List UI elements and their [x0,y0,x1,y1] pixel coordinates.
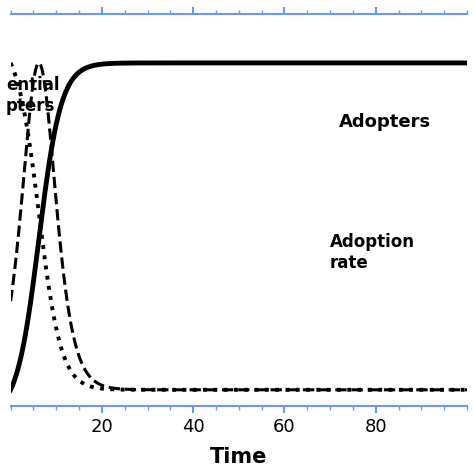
X-axis label: Time: Time [210,447,267,467]
Text: ential
pters: ential pters [6,76,60,115]
Potential Adopters [464,387,470,392]
Adoption rate [8,298,13,304]
Potential Adopters [445,387,451,392]
Adoption rate [209,387,215,392]
Potential Adopters [372,387,378,392]
Potential Adopters [192,387,198,392]
Adopters [364,60,369,66]
Adopters [464,60,470,66]
Adoption rate [373,387,378,392]
Adopters [445,60,451,66]
Potential Adopters [321,387,327,392]
Adoption rate [36,60,42,66]
Line: Adopters: Adopters [10,63,467,390]
Text: Adopters: Adopters [339,113,431,131]
Adopters [8,387,13,392]
Adoption rate [55,215,61,220]
Adoption rate [193,387,199,392]
Adopters [321,60,327,66]
Adopters [372,60,378,66]
Line: Potential Adopters: Potential Adopters [10,63,467,390]
Adoption rate [322,387,328,392]
Adoption rate [464,387,470,392]
Potential Adopters [364,387,369,392]
Adopters [192,60,198,66]
Potential Adopters [209,387,215,392]
Adoption rate [364,387,370,392]
Adopters [209,60,215,66]
Text: Adoption
rate: Adoption rate [330,233,415,272]
Adopters [55,117,60,123]
Potential Adopters [8,60,13,66]
Potential Adopters [55,330,60,336]
Line: Adoption rate: Adoption rate [10,63,467,390]
